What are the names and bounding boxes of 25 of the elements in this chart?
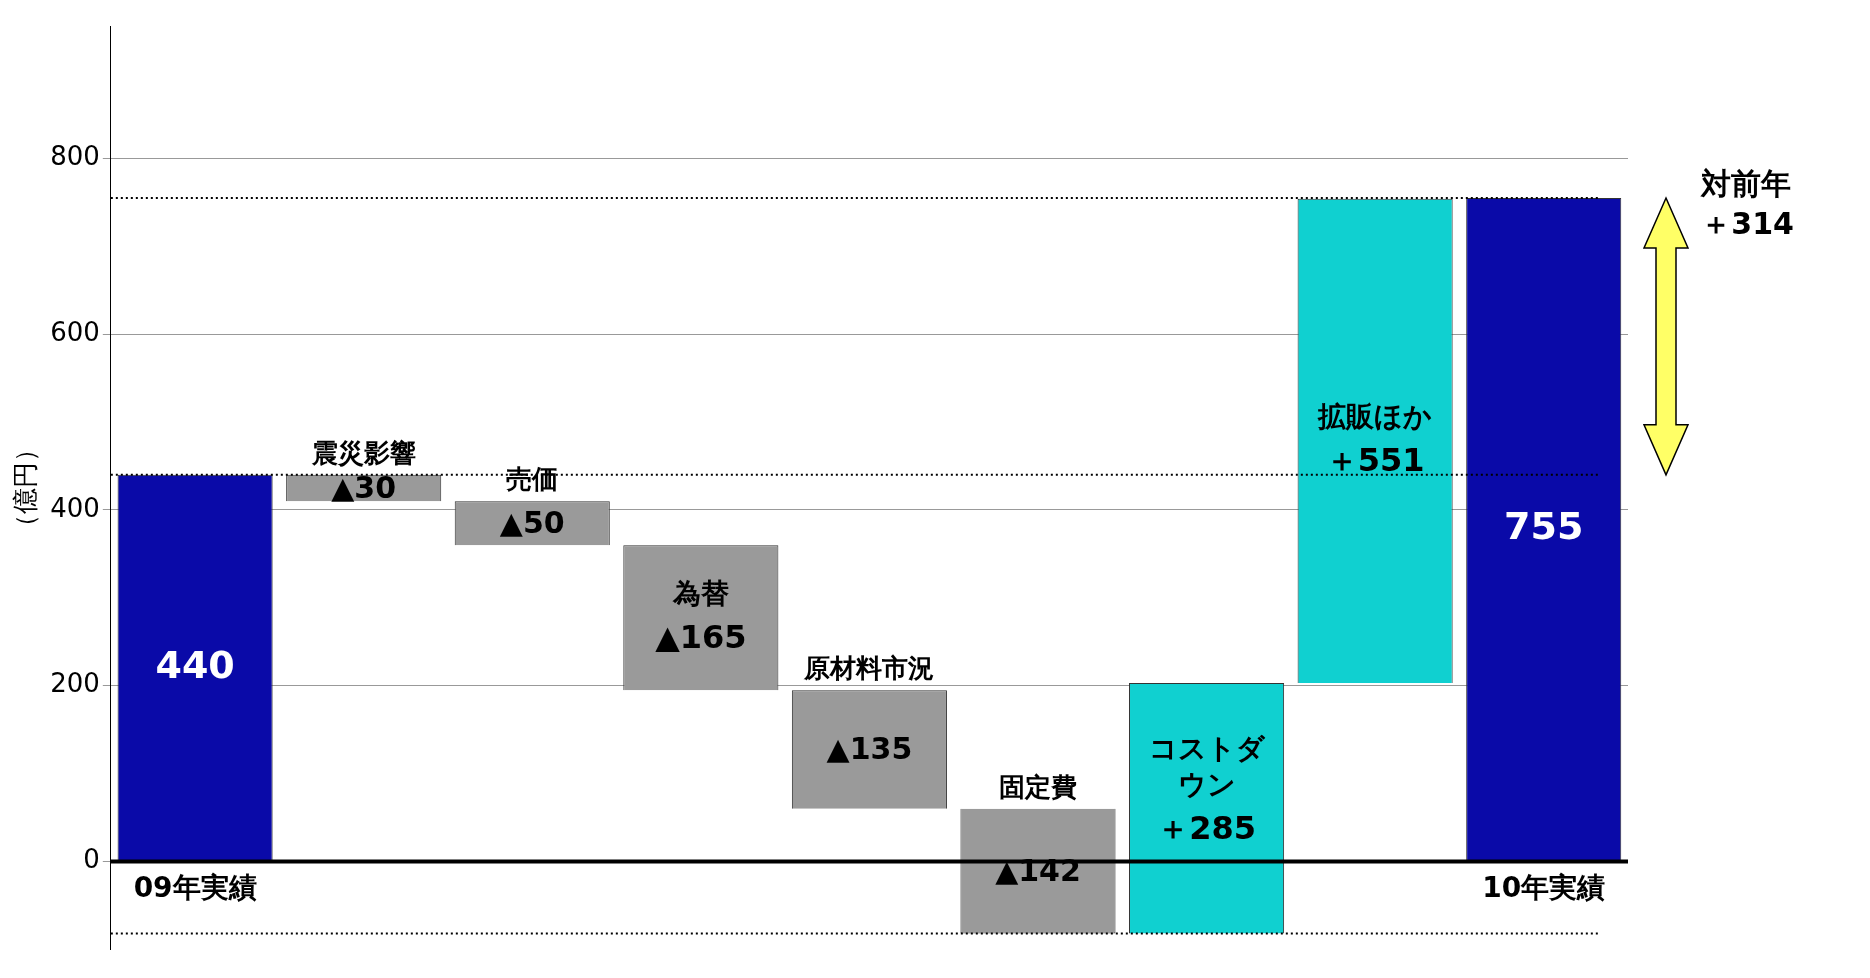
x-tick-label: 為替 — [671, 576, 729, 610]
y-tick-label: 800 — [50, 141, 100, 172]
y-tick-label: 600 — [50, 316, 100, 347]
data-label: ▲30 — [331, 469, 397, 505]
text: 対前年 — [1700, 166, 1792, 202]
data-label: ＋285 — [1157, 808, 1256, 847]
y-tick-label: 400 — [50, 492, 100, 523]
text: ＋314 — [1701, 206, 1794, 242]
y-axis-title: （億円） — [10, 436, 41, 540]
x-tick-label: 10年実績 — [1482, 870, 1606, 904]
data-label: ▲50 — [499, 504, 565, 540]
x-tick-label: 原材料市況 — [803, 652, 935, 683]
x-tick-label: 拡販ほか — [1317, 400, 1433, 434]
data-label: 755 — [1504, 504, 1584, 549]
x-tick-label: 09年実績 — [133, 870, 257, 904]
data-label: 440 — [155, 642, 235, 687]
y-tick-label: 200 — [50, 668, 100, 699]
x-tick-label: 震災影響 — [310, 437, 416, 468]
data-label: ▲165 — [655, 617, 747, 656]
y-tick-label: 0 — [83, 844, 100, 875]
x-tick-label: 売価 — [506, 463, 559, 494]
data-label: ＋551 — [1325, 441, 1425, 480]
x-tick-label: 固定費 — [998, 771, 1077, 802]
x-tick-label: コストダウン — [1148, 731, 1266, 801]
data-label: ▲135 — [826, 731, 913, 767]
